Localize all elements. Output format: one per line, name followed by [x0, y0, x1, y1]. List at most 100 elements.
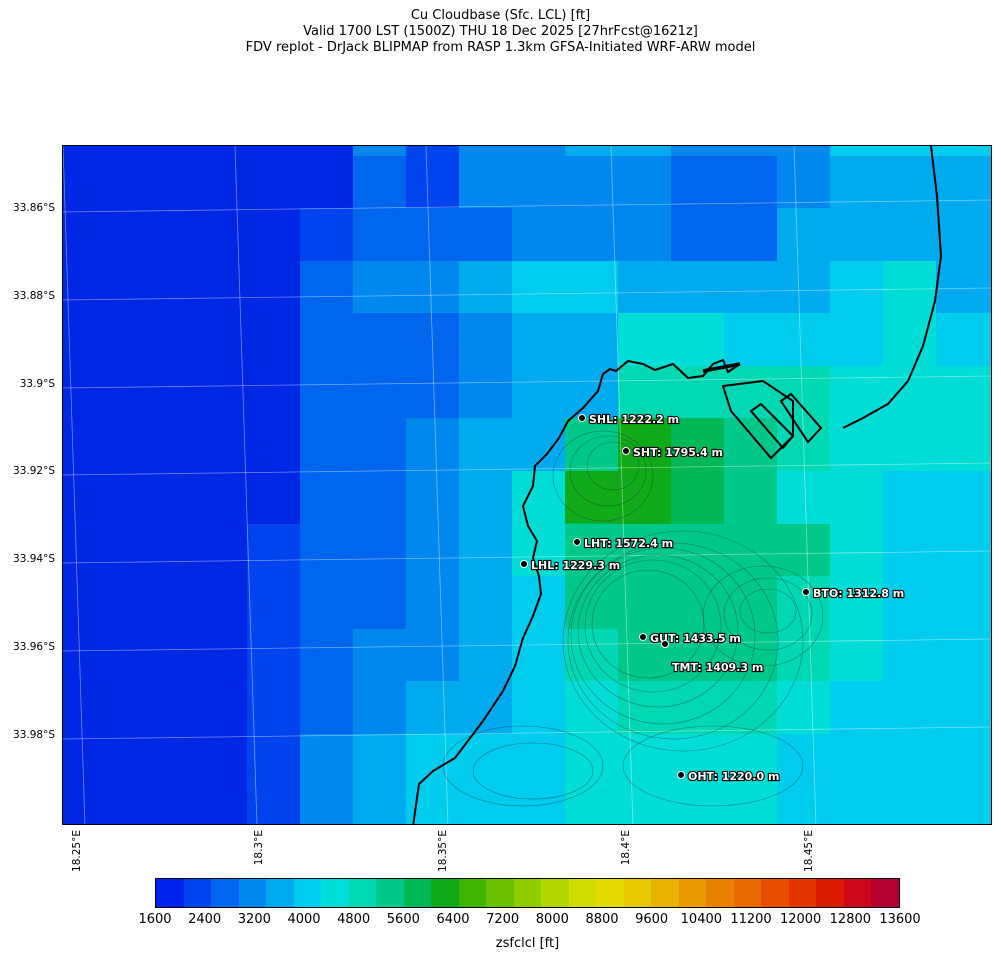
- colorbar-tick-label: 10400: [680, 912, 723, 927]
- field-cell: [671, 629, 725, 682]
- field-cell: [777, 524, 831, 577]
- field-cell: [63, 576, 248, 630]
- colorbar: [155, 878, 900, 908]
- field-cell: [353, 629, 407, 682]
- field-cell: [830, 156, 884, 209]
- field-cell: [406, 208, 460, 262]
- lon-label-18-30: 18.3°E: [253, 830, 265, 866]
- station-label-lhl: LHL: 1229.3 m: [531, 559, 620, 572]
- field-cell: [247, 146, 301, 157]
- field-cell: [63, 146, 248, 157]
- colorbar-segment: [266, 879, 294, 907]
- harbour-pier: [779, 392, 823, 444]
- field-cell: [883, 261, 937, 314]
- colorbar-segment: [486, 879, 514, 907]
- graticule-lon-line: [63, 146, 86, 824]
- field-cell: [777, 261, 831, 314]
- colorbar-segment: [431, 879, 459, 907]
- field-cell: [300, 471, 354, 525]
- field-cell: [777, 681, 831, 735]
- field-cell: [512, 146, 566, 157]
- station-marker: [677, 771, 685, 779]
- graticule-lat-line: [63, 462, 991, 476]
- graticule-lat-line: [63, 287, 991, 301]
- colorbar-segment: [568, 879, 597, 907]
- colorbar-segment: [678, 879, 707, 907]
- field-cell: [459, 734, 513, 787]
- field-cell: [671, 418, 725, 472]
- field-cell: [883, 681, 937, 735]
- field-cell: [512, 471, 566, 525]
- lat-label-33-94: 33.94°S: [13, 553, 55, 565]
- lat-label-33-92: 33.92°S: [13, 465, 55, 477]
- colorbar-tick-label: 12000: [779, 912, 822, 927]
- field-cell: [459, 313, 513, 367]
- field-cell: [406, 313, 460, 367]
- station-marker: [573, 538, 581, 546]
- colorbar-segment: [541, 879, 569, 907]
- colorbar-segment: [871, 879, 899, 907]
- graticule-lat-line: [63, 638, 991, 652]
- field-cell: [724, 366, 778, 419]
- station-marker: [639, 633, 647, 641]
- field-cell: [247, 156, 301, 209]
- field-cell: [883, 313, 937, 367]
- field-cell: [406, 576, 460, 630]
- terrain-contour: [552, 430, 654, 522]
- field-cell: [512, 629, 566, 682]
- field-cell: [63, 471, 248, 525]
- cloudbase-field-map[interactable]: SHL: 1222.2 m SHT: 1795.4 m LHT: 1572.4 m L…: [63, 146, 992, 825]
- field-cell: [300, 576, 354, 630]
- field-cell: [883, 418, 937, 472]
- field-cell: [63, 208, 248, 262]
- field-cell: [671, 524, 725, 577]
- terrain-contour: [472, 742, 594, 800]
- terrain-contour: [577, 554, 739, 708]
- colorbar-tick-label: 3200: [237, 912, 271, 927]
- field-cell: [512, 313, 566, 367]
- terrain-contour: [567, 542, 779, 740]
- field-cell: [671, 156, 725, 209]
- field-cell: [671, 786, 725, 824]
- map-panel[interactable]: SHL: 1222.2 m SHT: 1795.4 m LHT: 1572.4 m L…: [62, 145, 992, 825]
- field-cell: [247, 366, 301, 419]
- field-cell: [63, 734, 248, 787]
- field-cell: [936, 471, 991, 525]
- graticule-lon-line: [234, 146, 258, 824]
- lat-label-33-96: 33.96°S: [13, 641, 55, 653]
- field-cell: [724, 208, 778, 262]
- field-cell: [247, 471, 301, 525]
- field-cell: [618, 418, 671, 524]
- field-cell: [300, 366, 354, 419]
- lon-label-18-40: 18.4°E: [620, 830, 632, 866]
- field-cell: [724, 786, 778, 824]
- field-cell: [830, 734, 884, 787]
- field-cell: [63, 313, 248, 367]
- field-cell: [724, 471, 778, 525]
- station-marker: [661, 640, 669, 648]
- field-cell: [883, 576, 937, 630]
- field-cell: [830, 681, 884, 735]
- terrain-contour: [562, 530, 804, 752]
- field-cell: [618, 208, 672, 262]
- field-cell: [883, 146, 937, 157]
- field-cell: [353, 156, 407, 209]
- field-cell: [565, 366, 619, 419]
- colorbar-tick-label: 1600: [138, 912, 172, 927]
- field-cell: [671, 208, 725, 262]
- colorbar-segment: [761, 879, 789, 907]
- colorbar-segment: [376, 879, 404, 907]
- field-cell: [724, 576, 778, 630]
- field-cell: [63, 524, 248, 577]
- field-cell: [671, 471, 725, 525]
- field-cell: [247, 576, 301, 630]
- colorbar-segment: [596, 879, 624, 907]
- field-cell: [618, 734, 672, 787]
- graticule-lat-line: [63, 199, 991, 213]
- field-cell: [353, 681, 407, 735]
- field-cell: [406, 418, 460, 472]
- field-cell: [300, 629, 354, 682]
- field-cell: [512, 734, 566, 787]
- station-marker: [578, 414, 586, 422]
- station-label-shl: SHL: 1222.2 m: [589, 413, 679, 426]
